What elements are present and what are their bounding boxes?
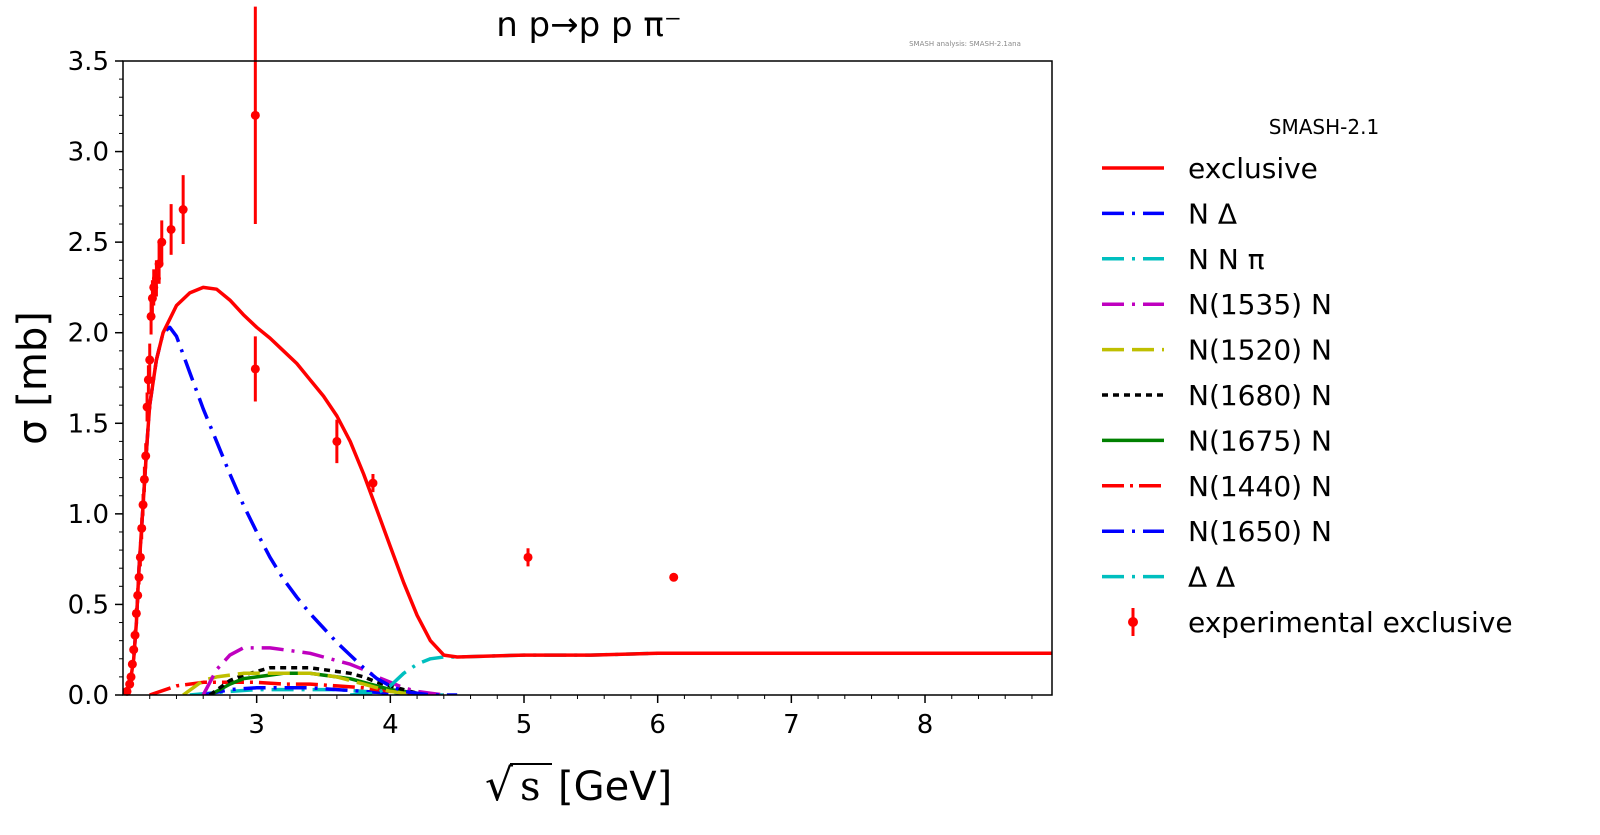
legend-label: N(1680) N	[1188, 379, 1332, 412]
x-tick-label: 7	[783, 710, 800, 740]
legend-item-n-1520-n: N(1520) N	[1102, 334, 1332, 367]
legend-label: N Δ	[1188, 197, 1237, 230]
legend-item-n-1440-n: N(1440) N	[1102, 470, 1332, 503]
data-point	[142, 402, 152, 412]
y-tick-label: 2.0	[68, 319, 109, 349]
legend: SMASH-2.1 exclusive N Δ N N π N(1535) N N(15…	[1102, 115, 1513, 639]
data-point	[131, 608, 141, 618]
legend-title: SMASH-2.1	[1269, 115, 1379, 139]
x-axis-label-s: s	[520, 764, 541, 810]
data-point	[134, 572, 144, 582]
legend-item-n: N Δ	[1102, 197, 1237, 230]
legend-label: exclusive	[1188, 152, 1318, 185]
data-point	[523, 552, 533, 562]
y-tick-label: 1.5	[68, 409, 109, 439]
data-point	[122, 686, 132, 696]
series-line-n-1675-n	[209, 671, 431, 695]
legend-item-n-1675-n: N(1675) N	[1102, 424, 1332, 457]
chart-watermark: SMASH analysis: SMASH-2.1ana	[909, 40, 1021, 48]
series-line-exclusive	[124, 285, 1052, 695]
data-point	[332, 436, 342, 446]
data-point	[135, 552, 145, 562]
series-layer	[124, 285, 1052, 695]
x-axis-label-unit: [GeV]	[558, 764, 672, 810]
data-point	[368, 478, 378, 488]
y-tick-label: 1.0	[68, 500, 109, 530]
legend-label: N(1535) N	[1188, 288, 1332, 321]
data-point	[141, 451, 151, 461]
data-point	[250, 364, 260, 374]
y-tick-label: 0.0	[68, 681, 109, 711]
x-axis-label: √ s [GeV]	[485, 760, 672, 811]
series-line-n	[124, 325, 458, 695]
axes-layer: 3 4 5 6 7 8 0.0 0.5 1.0 1.5 2.0 2.5 3.0 3.5	[68, 47, 1033, 740]
data-point	[137, 523, 147, 533]
legend-item-n-1650-n: N(1650) N	[1102, 515, 1332, 548]
data-point	[125, 679, 135, 689]
legend-item-experimental-exclusive: experimental exclusive	[1128, 606, 1513, 639]
chart-title: n p→p p π⁻	[496, 5, 682, 45]
data-point	[250, 110, 260, 120]
data-point	[139, 474, 149, 484]
data-point	[669, 572, 679, 582]
legend-label: N(1440) N	[1188, 470, 1332, 503]
legend-item-n-1535-n: N(1535) N	[1102, 288, 1332, 321]
data-point	[130, 630, 140, 640]
y-axis-label: σ [mb]	[10, 311, 56, 445]
x-tick-label: 5	[516, 710, 533, 740]
legend-item-exclusive: exclusive	[1102, 152, 1318, 185]
y-tick-label: 0.5	[68, 590, 109, 620]
legend-label: N(1520) N	[1188, 334, 1332, 367]
experimental-points	[122, 6, 679, 696]
y-tick-label: 3.0	[68, 138, 109, 168]
legend-swatch-marker	[1128, 617, 1138, 627]
legend-label: N(1650) N	[1188, 515, 1332, 548]
y-tick-label: 3.5	[68, 47, 109, 77]
legend-label: Δ Δ	[1188, 561, 1235, 594]
legend-item-: Δ Δ	[1102, 561, 1235, 594]
legend-label: experimental exclusive	[1188, 606, 1513, 639]
legend-label: N N π	[1188, 243, 1265, 276]
data-point	[129, 645, 139, 655]
data-point	[157, 237, 167, 247]
legend-label: N(1675) N	[1188, 424, 1332, 457]
data-point	[133, 590, 143, 600]
x-tick-label: 4	[382, 710, 399, 740]
y-tick-label: 2.5	[68, 228, 109, 258]
series-line-n-1520-n	[182, 671, 418, 695]
legend-item-n-1680-n: N(1680) N	[1102, 379, 1332, 412]
data-point	[127, 659, 137, 669]
data-point	[138, 500, 148, 510]
plot-frame	[122, 60, 1053, 696]
series-line-n-n	[350, 651, 1052, 695]
x-axis-label-root: √	[485, 760, 514, 811]
legend-item-n-n: N N π	[1102, 243, 1265, 276]
x-tick-label: 8	[917, 710, 934, 740]
data-point	[126, 672, 136, 682]
x-tick-label: 3	[248, 710, 265, 740]
x-tick-label: 6	[649, 710, 666, 740]
data-point	[178, 205, 188, 215]
data-point	[143, 375, 153, 385]
data-point	[145, 355, 155, 365]
series-line-n-1535-n	[201, 646, 445, 695]
data-point	[166, 224, 176, 234]
